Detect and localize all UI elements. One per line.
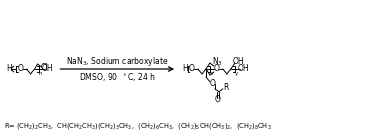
Text: O: O (214, 65, 219, 73)
Text: O: O (17, 65, 23, 73)
Text: H: H (6, 65, 12, 73)
Text: Cl: Cl (41, 62, 48, 72)
Text: n: n (39, 71, 42, 76)
Text: H: H (182, 65, 188, 73)
Text: OH: OH (238, 65, 249, 73)
Text: N$_3$: N$_3$ (212, 56, 223, 68)
Text: y: y (235, 71, 239, 76)
Text: OH: OH (42, 65, 53, 73)
Text: O: O (209, 79, 215, 88)
Text: O: O (189, 65, 195, 73)
Text: R= (CH$_2$)$_2$CH$_3$,  CH(CH$_2$CH$_3$)(CH$_2$)$_3$CH$_3$,  (CH$_2$)$_6$CH$_3$,: R= (CH$_2$)$_2$CH$_3$, CH(CH$_2$CH$_3$)(… (4, 121, 271, 131)
Text: O: O (215, 95, 221, 104)
Text: R: R (223, 83, 229, 92)
Text: x: x (210, 71, 214, 76)
Text: NaN$_3$, Sodium carboxylate: NaN$_3$, Sodium carboxylate (66, 55, 169, 68)
Text: OH: OH (233, 57, 245, 66)
Text: DMSO, 90  $^\circ$C, 24 h: DMSO, 90 $^\circ$C, 24 h (79, 71, 156, 83)
